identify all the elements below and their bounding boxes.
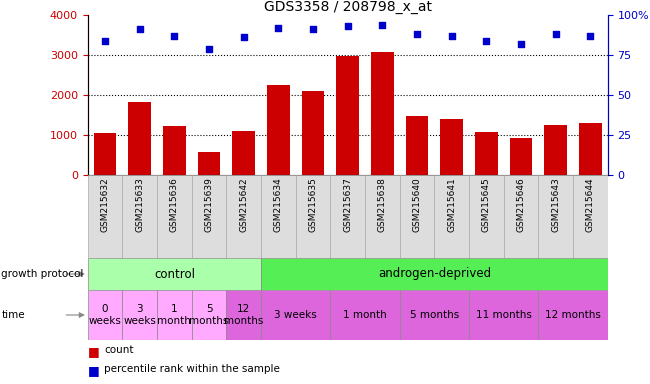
Text: 5 months: 5 months xyxy=(410,310,459,320)
Bar xyxy=(192,290,226,340)
Bar xyxy=(441,119,463,175)
Point xyxy=(412,31,423,37)
Bar xyxy=(233,131,255,175)
Bar xyxy=(400,175,434,258)
Text: count: count xyxy=(104,345,133,355)
Bar xyxy=(192,175,226,258)
Bar xyxy=(475,132,498,175)
Text: 3
weeks: 3 weeks xyxy=(124,304,156,326)
Text: GSM215643: GSM215643 xyxy=(551,177,560,232)
Bar xyxy=(261,258,608,290)
Text: time: time xyxy=(1,310,25,320)
Bar xyxy=(267,85,290,175)
Bar xyxy=(94,133,116,175)
Point xyxy=(481,38,491,44)
Bar xyxy=(400,290,469,340)
Text: 1 month: 1 month xyxy=(343,310,387,320)
Point xyxy=(135,26,145,33)
Text: GSM215637: GSM215637 xyxy=(343,177,352,232)
Text: ■: ■ xyxy=(88,345,103,358)
Bar xyxy=(371,52,394,175)
Bar xyxy=(434,175,469,258)
Text: GSM215634: GSM215634 xyxy=(274,177,283,232)
Bar xyxy=(538,290,608,340)
Text: GSM215645: GSM215645 xyxy=(482,177,491,232)
Text: 12 months: 12 months xyxy=(545,310,601,320)
Point xyxy=(447,33,457,39)
Text: 5
months: 5 months xyxy=(189,304,229,326)
Text: growth protocol: growth protocol xyxy=(1,269,84,279)
Bar xyxy=(261,175,296,258)
Bar xyxy=(122,290,157,340)
Point xyxy=(308,26,318,33)
Bar xyxy=(406,116,428,175)
Point xyxy=(377,22,387,28)
Text: GSM215642: GSM215642 xyxy=(239,177,248,232)
Bar xyxy=(337,56,359,175)
Bar xyxy=(504,175,538,258)
Bar xyxy=(302,91,324,175)
Text: 12
months: 12 months xyxy=(224,304,263,326)
Point xyxy=(551,31,561,37)
Text: 0
weeks: 0 weeks xyxy=(88,304,122,326)
Bar xyxy=(157,290,192,340)
Point xyxy=(516,41,526,47)
Text: GSM215644: GSM215644 xyxy=(586,177,595,232)
Text: percentile rank within the sample: percentile rank within the sample xyxy=(104,364,280,374)
Bar xyxy=(129,102,151,175)
Bar xyxy=(261,290,330,340)
Bar xyxy=(163,126,186,175)
Text: 1
month: 1 month xyxy=(157,304,191,326)
Text: GSM215639: GSM215639 xyxy=(205,177,214,232)
Bar xyxy=(469,290,538,340)
Text: GSM215635: GSM215635 xyxy=(309,177,318,232)
Bar xyxy=(198,152,220,175)
Text: androgen-deprived: androgen-deprived xyxy=(378,268,491,280)
Bar xyxy=(469,175,504,258)
Point xyxy=(239,34,249,40)
Text: 11 months: 11 months xyxy=(476,310,532,320)
Bar xyxy=(157,175,192,258)
Point xyxy=(273,25,283,31)
Bar xyxy=(88,258,261,290)
Bar xyxy=(573,175,608,258)
Text: GSM215646: GSM215646 xyxy=(517,177,526,232)
Point xyxy=(204,46,214,52)
Bar xyxy=(88,175,122,258)
Text: GSM215638: GSM215638 xyxy=(378,177,387,232)
Bar xyxy=(122,175,157,258)
Bar xyxy=(538,175,573,258)
Bar xyxy=(88,290,122,340)
Bar xyxy=(365,175,400,258)
Bar xyxy=(510,138,532,175)
Point xyxy=(585,33,595,39)
Bar xyxy=(226,175,261,258)
Bar xyxy=(545,124,567,175)
Text: ■: ■ xyxy=(88,364,103,377)
Bar xyxy=(330,290,400,340)
Bar xyxy=(296,175,330,258)
Bar xyxy=(330,175,365,258)
Text: control: control xyxy=(154,268,195,280)
Text: 3 weeks: 3 weeks xyxy=(274,310,317,320)
Text: GSM215633: GSM215633 xyxy=(135,177,144,232)
Point xyxy=(100,38,110,44)
Text: GSM215636: GSM215636 xyxy=(170,177,179,232)
Point xyxy=(169,33,179,39)
Bar xyxy=(226,290,261,340)
Point xyxy=(343,23,353,29)
Text: GSM215641: GSM215641 xyxy=(447,177,456,232)
Bar xyxy=(579,123,602,175)
Text: GSM215632: GSM215632 xyxy=(101,177,110,232)
Text: GSM215640: GSM215640 xyxy=(413,177,422,232)
Title: GDS3358 / 208798_x_at: GDS3358 / 208798_x_at xyxy=(264,0,432,14)
